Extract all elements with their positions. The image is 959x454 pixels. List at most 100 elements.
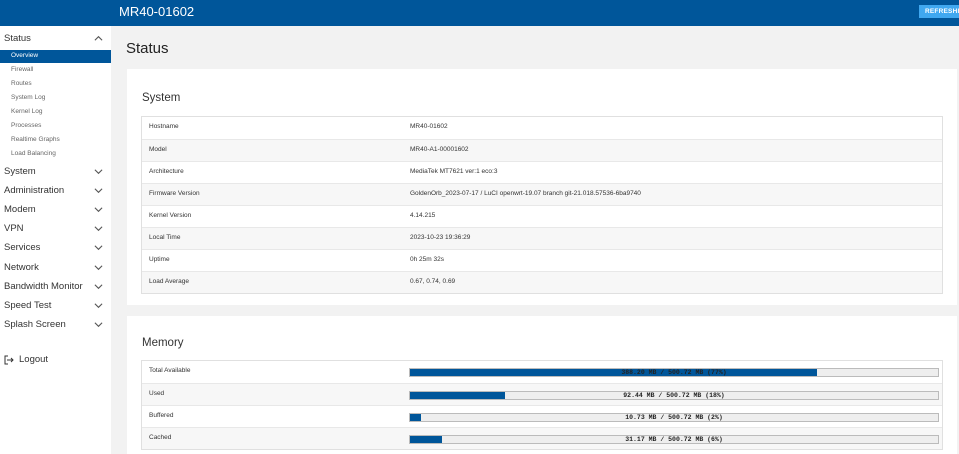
table-row: Local Time 2023-10-23 19:36:29 [142,227,942,249]
sidebar-item-label: Realtime Graphs [11,136,60,143]
sidebar-item-bandwidth-monitor[interactable]: Bandwidth Monitor [0,279,111,297]
row-value: 0.67, 0.74, 0.69 [410,278,456,285]
sidebar-item-speed-test[interactable]: Speed Test [0,298,111,316]
row-value: MediaTek MT7621 ver:1 eco:3 [410,168,498,175]
sidebar-item-realtime-graphs[interactable]: Realtime Graphs [0,134,111,147]
progress-fill [410,392,506,399]
row-value: 2023-10-23 19:36:29 [410,234,471,241]
sidebar-item-label: Load Balancing [11,150,56,157]
table-row: Model MR40-A1-00001602 [142,139,942,161]
sidebar-item-modem[interactable]: Modem [0,202,111,220]
table-row: Total Available 388.20 MB / 500.72 MB (7… [142,361,942,383]
row-key: Buffered [149,412,174,419]
row-value: MR40-A1-00001602 [410,146,469,153]
sidebar-item-label: VPN [4,223,24,234]
chevron-down-icon [94,284,103,290]
row-value: 0h 25m 32s [410,256,444,263]
table-row: Kernel Version 4.14.215 [142,205,942,227]
chevron-down-icon [94,188,103,194]
sidebar-item-label: Status [4,33,31,44]
table-row: Architecture MediaTek MT7621 ver:1 eco:3 [142,161,942,183]
sidebar-item-network[interactable]: Network [0,260,111,278]
sidebar-item-label: Network [4,262,39,273]
progress-fill [410,369,817,376]
progress-fill [410,436,442,443]
progress-bar: 388.20 MB / 500.72 MB (77%) [409,368,939,377]
refresh-button[interactable]: REFRESHING [919,5,959,18]
sidebar-item-label: Bandwidth Monitor [4,281,83,292]
row-key: Load Average [149,278,189,285]
sidebar-item-label: Kernel Log [11,108,43,115]
row-key: Model [149,146,167,153]
row-key: Total Available [149,367,191,374]
chevron-down-icon [94,226,103,232]
sidebar-item-label: Processes [11,122,42,129]
sidebar-item-splash-screen[interactable]: Splash Screen [0,317,111,335]
sidebar-item-services[interactable]: Services [0,240,111,258]
sidebar-item-label: Modem [4,204,36,215]
system-section-title: System [142,92,181,104]
memory-section-title: Memory [142,337,184,349]
row-value: GoldenOrb_2023-07-17 / LuCI openwrt-19.0… [410,190,641,197]
progress-bar: 92.44 MB / 500.72 MB (18%) [409,391,939,400]
sidebar-item-overview[interactable]: Overview [0,50,111,63]
row-key: Firmware Version [149,190,200,197]
progress-text: 10.73 MB / 500.72 MB (2%) [625,414,723,421]
memory-card: Memory Total Available 388.20 MB / 500.7… [127,316,957,454]
row-value: MR40-01602 [410,123,448,130]
sidebar-item-routes[interactable]: Routes [0,78,111,91]
table-row: Firmware Version GoldenOrb_2023-07-17 / L… [142,183,942,205]
top-bar: MR40-01602 REFRESHING [0,0,959,26]
row-key: Cached [149,434,172,441]
logout-link[interactable]: Logout [4,353,104,369]
chevron-down-icon [94,169,103,175]
logout-icon [4,355,14,365]
row-key: Used [149,390,165,397]
sidebar-item-status[interactable]: Status [0,31,111,49]
table-row: Uptime 0h 25m 32s [142,249,942,271]
logout-label: Logout [19,354,49,365]
page-title: Status [126,40,169,57]
progress-text: 92.44 MB / 500.72 MB (18%) [623,392,725,399]
memory-table: Total Available 388.20 MB / 500.72 MB (7… [141,360,943,450]
chevron-down-icon [94,265,103,271]
progress-bar: 31.17 MB / 500.72 MB (6%) [409,435,939,444]
chevron-down-icon [94,207,103,213]
hostname-title[interactable]: MR40-01602 [119,4,195,19]
sidebar-item-administration[interactable]: Administration [0,183,111,201]
sidebar-item-label: System Log [11,94,46,101]
row-key: Kernel Version [149,212,192,219]
row-key: Uptime [149,256,170,263]
sidebar-item-processes[interactable]: Processes [0,120,111,133]
sidebar-item-system-log[interactable]: System Log [0,92,111,105]
sidebar-item-load-balancing[interactable]: Load Balancing [0,148,111,161]
table-row: Used 92.44 MB / 500.72 MB (18%) [142,383,942,405]
progress-text: 31.17 MB / 500.72 MB (6%) [625,436,723,443]
sidebar: Status Overview Firewall Routes System L… [0,26,111,454]
sidebar-item-firewall[interactable]: Firewall [0,64,111,77]
table-row: Hostname MR40-01602 [142,117,942,139]
sidebar-item-label: Overview [11,52,39,59]
row-key: Architecture [149,168,184,175]
chevron-up-icon [94,35,103,41]
system-table: Hostname MR40-01602 Model MR40-A1-00001602… [141,116,943,294]
progress-fill [410,414,421,421]
sidebar-item-label: System [4,166,36,177]
table-row: Load Average 0.67, 0.74, 0.69 [142,271,942,293]
chevron-down-icon [94,245,103,251]
system-card: System Hostname MR40-01602 Model MR40-A1-0… [127,69,957,305]
sidebar-item-kernel-log[interactable]: Kernel Log [0,106,111,119]
chevron-down-icon [94,303,103,309]
sidebar-item-label: Services [4,242,41,253]
sidebar-item-label: Firewall [11,66,34,73]
chevron-down-icon [94,322,103,328]
table-row: Cached 31.17 MB / 500.72 MB (6%) [142,427,942,449]
progress-bar: 10.73 MB / 500.72 MB (2%) [409,413,939,422]
sidebar-item-label: Speed Test [4,300,52,311]
sidebar-item-label: Splash Screen [4,319,66,330]
table-row: Buffered 10.73 MB / 500.72 MB (2%) [142,405,942,427]
progress-text: 388.20 MB / 500.72 MB (77%) [621,369,727,376]
row-key: Hostname [149,123,179,130]
sidebar-item-system[interactable]: System [0,164,111,182]
sidebar-item-vpn[interactable]: VPN [0,221,111,239]
